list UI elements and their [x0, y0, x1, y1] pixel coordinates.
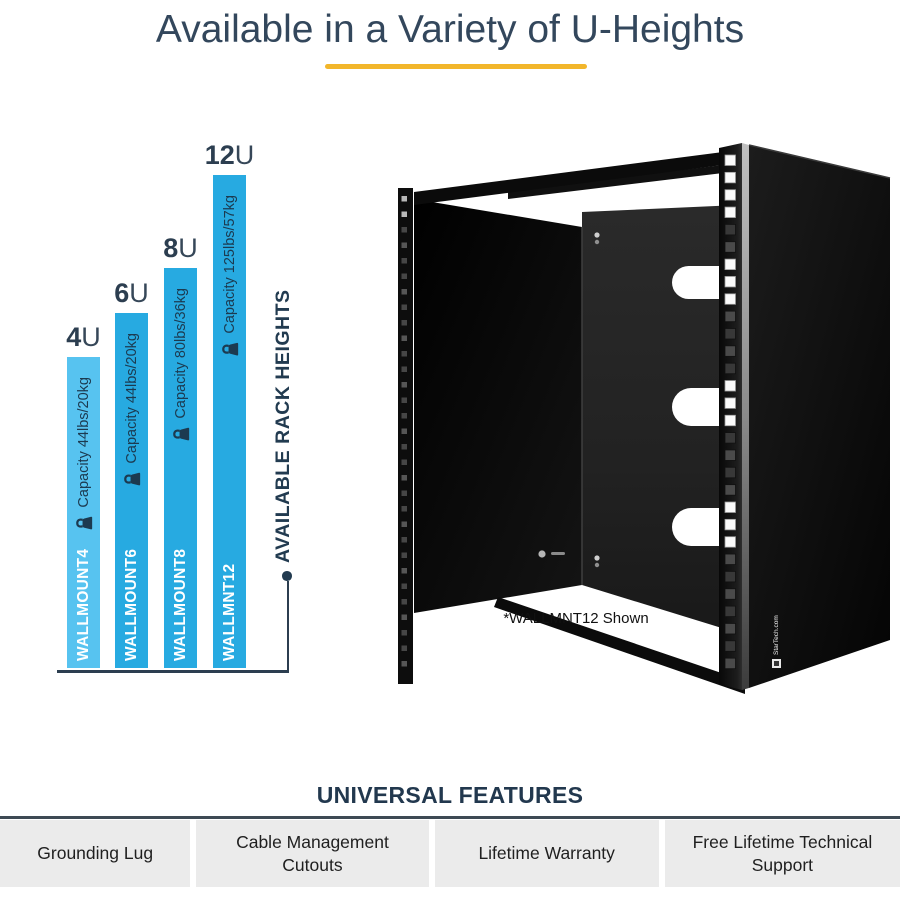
capacity-text: Capacity 80lbs/36kg	[172, 288, 189, 419]
u-label-8u: 8U	[163, 233, 198, 263]
bracket-horizontal-line	[57, 670, 289, 673]
bar-wallmount6	[115, 313, 148, 668]
startech-logo-sticker: StarTech.com	[772, 615, 781, 668]
grounding-screw	[538, 550, 565, 558]
u-label-12u: 12U	[204, 140, 255, 170]
left-rail-holes	[401, 196, 407, 667]
model-label-wallmount4: WALLMOUNT4	[74, 548, 92, 661]
rack-right-side-panel	[749, 145, 890, 688]
capacity-text: Capacity 125lbs/57kg	[221, 195, 238, 334]
svg-text:StarTech.com: StarTech.com	[773, 615, 780, 655]
capacity-label-3: Capacity 80lbs/36kg	[171, 288, 191, 443]
model-label-wallmount6: WALLMOUNT6	[122, 548, 140, 661]
product-caption: *WALLMNT12 Shown	[503, 610, 649, 627]
rack-bottom-bar	[494, 597, 745, 694]
page-title: Available in a Variety of U-Heights	[155, 8, 745, 51]
rack-right-top-edge	[748, 144, 891, 179]
feature-cell-tech-support: Free Lifetime Technical Support	[664, 820, 900, 887]
u-label-4u: 4U	[66, 322, 101, 352]
bar-wallmount4	[67, 357, 100, 668]
kettlebell-weight-icon	[172, 427, 189, 441]
title-underline	[325, 64, 587, 69]
capacity-label-1: Capacity 44lbs/20kg	[74, 377, 94, 532]
capacity-label-4: Capacity 125lbs/57kg	[220, 195, 240, 358]
kettlebell-weight-icon	[221, 342, 238, 356]
features-table: Grounding Lug Cable Management Cutouts L…	[0, 816, 900, 887]
u-label-6u: 6U	[114, 278, 149, 308]
bracket-dot	[282, 571, 292, 581]
mounting-screw-top	[594, 232, 600, 245]
kettlebell-weight-icon	[75, 516, 92, 530]
features-top-rule	[0, 816, 900, 819]
right-rail-holes	[724, 154, 736, 670]
model-label-wallmount8: WALLMOUNT8	[171, 548, 189, 661]
capacity-label-2: Capacity 44lbs/20kg	[122, 333, 142, 488]
feature-cell-lifetime-warranty: Lifetime Warranty	[434, 820, 659, 887]
rack-top-rear-bar	[508, 165, 723, 199]
feature-cell-grounding-lug: Grounding Lug	[0, 820, 191, 887]
rack-left-rail	[398, 188, 413, 684]
kettlebell-weight-icon	[123, 472, 140, 486]
rack-left-wall	[414, 199, 582, 613]
features-heading: UNIVERSAL FEATURES	[316, 782, 584, 808]
capacity-text: Capacity 44lbs/20kg	[123, 333, 140, 464]
model-label-wallmnt12: WALLMNT12	[220, 563, 238, 661]
rack-rail-side-edge	[742, 143, 749, 690]
bar-wallmnt12	[213, 175, 246, 668]
bracket-vertical-line	[286, 581, 289, 672]
capacity-text: Capacity 44lbs/20kg	[75, 377, 92, 508]
rack-top-front-bar	[414, 152, 723, 205]
product-photo-wallmnt12: StarTech.com	[398, 143, 891, 694]
feature-cell-cable-management: Cable Management Cutouts	[196, 820, 429, 887]
bar-wallmount8	[164, 268, 197, 668]
mounting-screw-bottom	[594, 555, 600, 568]
axis-label: AVAILABLE RACK HEIGHTS	[272, 289, 294, 563]
